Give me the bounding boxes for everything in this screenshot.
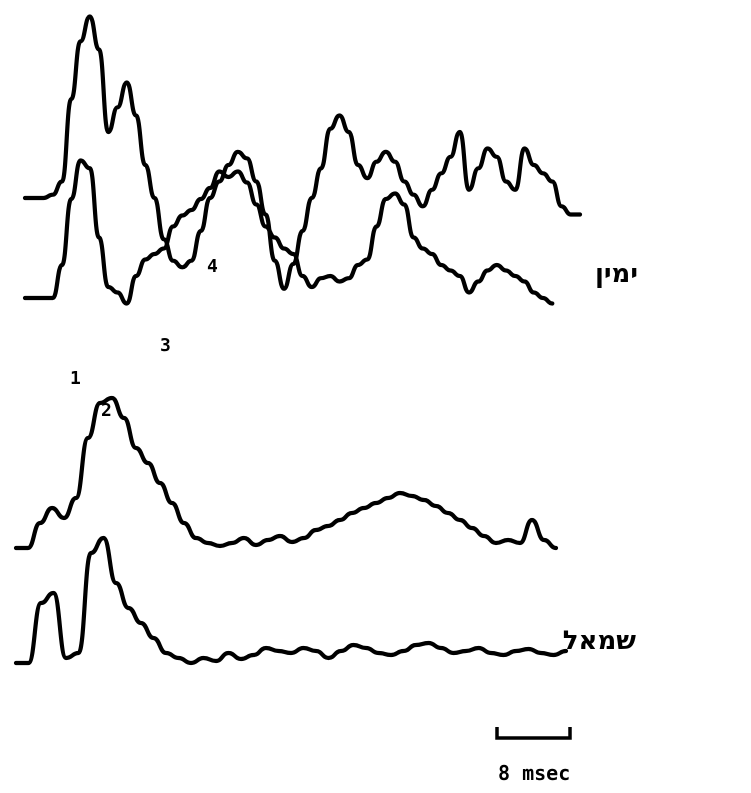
peak-label-2: 2: [101, 400, 112, 421]
peak-label-4: 4: [207, 256, 218, 277]
side-label-left: שמאל: [563, 626, 636, 656]
side-label-right: ימין: [595, 259, 638, 289]
peak-label-3: 3: [160, 335, 171, 356]
scale-bar-label: 8 msec: [498, 761, 570, 785]
waveform-trace-left-1: [13, 395, 559, 551]
scale-bar: [495, 727, 572, 740]
waveform-trace-right-1: [22, 14, 583, 291]
peak-label-1: 1: [70, 368, 81, 389]
waveform-trace-right-2: [22, 158, 555, 306]
waveform-trace-left-2: [13, 535, 569, 666]
trace-group: [13, 14, 583, 666]
